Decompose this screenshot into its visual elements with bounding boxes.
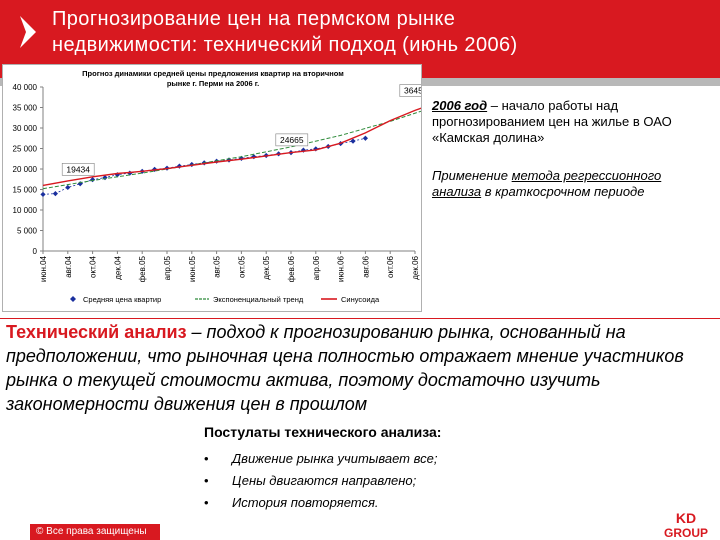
annotation-label: 24665 bbox=[280, 135, 304, 145]
postulate-text: История повторяется. bbox=[232, 495, 379, 510]
data-point bbox=[90, 177, 96, 183]
kd-group-logo: KD GROUP bbox=[664, 510, 708, 540]
logo-text-top: KD bbox=[676, 510, 696, 526]
slide-title: Прогнозирование цен на пермском рынке не… bbox=[52, 6, 712, 58]
legend-label-price: Средняя цена квартир bbox=[83, 295, 161, 304]
annotation-box bbox=[275, 133, 309, 147]
legend-label-trend: Экспоненциальный тренд bbox=[213, 295, 304, 304]
right-notes: 2006 год – начало работы над прогнозиров… bbox=[432, 98, 712, 200]
section-divider bbox=[0, 318, 720, 319]
x-tick-label: июн.04 bbox=[39, 255, 48, 282]
bullet: • bbox=[204, 473, 209, 488]
data-point bbox=[65, 184, 71, 191]
x-tick-label: дек.04 bbox=[113, 255, 122, 279]
y-tick-label: 0 bbox=[33, 247, 38, 256]
copyright-text: © Все права защищены bbox=[36, 526, 147, 537]
postulate-item: • История повторяется. bbox=[204, 492, 437, 514]
x-tick-label: фев.05 bbox=[138, 255, 147, 282]
definition-text: – подход к прогнозированию рынка, основа… bbox=[6, 322, 684, 414]
title-line-1: Прогнозирование цен на пермском рынке bbox=[52, 8, 456, 30]
x-tick-label: авг.06 bbox=[361, 255, 370, 277]
postulate-item: • Цены двигаются направлено; bbox=[204, 470, 437, 492]
x-tick-label: окт.04 bbox=[89, 255, 98, 277]
y-tick-label: 25 000 bbox=[13, 145, 38, 154]
data-point bbox=[313, 146, 319, 152]
note-2-a: Применение bbox=[432, 168, 512, 183]
legend-label-sine: Синусоида bbox=[341, 295, 380, 304]
x-tick-label: апр.06 bbox=[312, 255, 321, 280]
bullet: • bbox=[204, 451, 209, 466]
price-forecast-chart: Прогноз динамики средней цены предложени… bbox=[2, 64, 422, 312]
title-line-2: недвижимости: технический подход (июнь 2… bbox=[52, 34, 518, 56]
y-tick-label: 35 000 bbox=[13, 104, 38, 113]
postulates-title: Постулаты технического анализа: bbox=[204, 424, 442, 440]
y-tick-label: 40 000 bbox=[13, 83, 38, 92]
logo-text-bottom: GROUP bbox=[664, 526, 708, 540]
y-tick-label: 20 000 bbox=[13, 165, 38, 174]
x-tick-label: июн.06 bbox=[337, 255, 346, 282]
postulate-item: • Движение рынка учитывает все; bbox=[204, 448, 437, 470]
y-tick-label: 30 000 bbox=[13, 124, 38, 133]
y-tick-label: 10 000 bbox=[13, 206, 38, 215]
series-line-trend bbox=[42, 110, 421, 190]
y-tick-label: 5 000 bbox=[17, 227, 38, 236]
bullet: • bbox=[204, 495, 209, 510]
postulates-list: • Движение рынка учитывает все; • Цены дви… bbox=[204, 448, 437, 514]
note-1-text: – начало работы над прогнозированием цен… bbox=[432, 98, 672, 145]
data-point bbox=[300, 147, 306, 153]
note-year: 2006 год bbox=[432, 98, 488, 113]
data-point bbox=[52, 191, 58, 197]
data-point bbox=[40, 191, 46, 198]
x-tick-label: авг.04 bbox=[64, 255, 73, 277]
x-tick-label: дек.06 bbox=[411, 255, 420, 279]
x-tick-label: дек.05 bbox=[262, 255, 271, 279]
x-tick-label: фев.06 bbox=[287, 255, 296, 282]
x-tick-label: апр.05 bbox=[163, 255, 172, 280]
annotation-box bbox=[61, 163, 95, 176]
note-2-method: метода регрессионного анализа bbox=[432, 168, 662, 199]
chart-title-line-1: Прогноз динамики средней цены предложени… bbox=[82, 69, 344, 78]
postulate-text: Цены двигаются направлено; bbox=[232, 473, 417, 488]
definition-paragraph: Технический анализ – подход к прогнозиро… bbox=[6, 320, 716, 416]
chart-title-line-2: рынке г. Перми на 2006 г. bbox=[167, 79, 259, 88]
data-point bbox=[350, 138, 356, 144]
note-2-b: в краткосрочном периоде bbox=[481, 184, 645, 199]
postulate-text: Движение рынка учитывает все; bbox=[232, 451, 438, 466]
y-tick-label: 15 000 bbox=[13, 186, 38, 195]
note-2: Применение метода регрессионного анализа… bbox=[432, 168, 712, 200]
x-tick-label: окт.06 bbox=[386, 255, 395, 277]
annotation-label: 19434 bbox=[66, 164, 90, 174]
x-tick-label: июн.05 bbox=[188, 255, 197, 282]
series-line-sine bbox=[42, 107, 421, 187]
chevron-right-icon bbox=[20, 16, 36, 48]
footer-bar bbox=[30, 524, 160, 540]
data-point bbox=[362, 135, 368, 141]
legend-marker-price bbox=[70, 296, 76, 302]
x-tick-label: окт.05 bbox=[237, 255, 246, 277]
definition-term: Технический анализ bbox=[6, 322, 187, 342]
chart-canvas: Прогноз динамики средней цены предложени… bbox=[13, 69, 421, 304]
annotation-box bbox=[399, 84, 421, 97]
x-tick-label: авг.05 bbox=[213, 255, 222, 277]
annotation-label: 36451 bbox=[404, 86, 421, 96]
note-1: 2006 год – начало работы над прогнозиров… bbox=[432, 98, 712, 146]
